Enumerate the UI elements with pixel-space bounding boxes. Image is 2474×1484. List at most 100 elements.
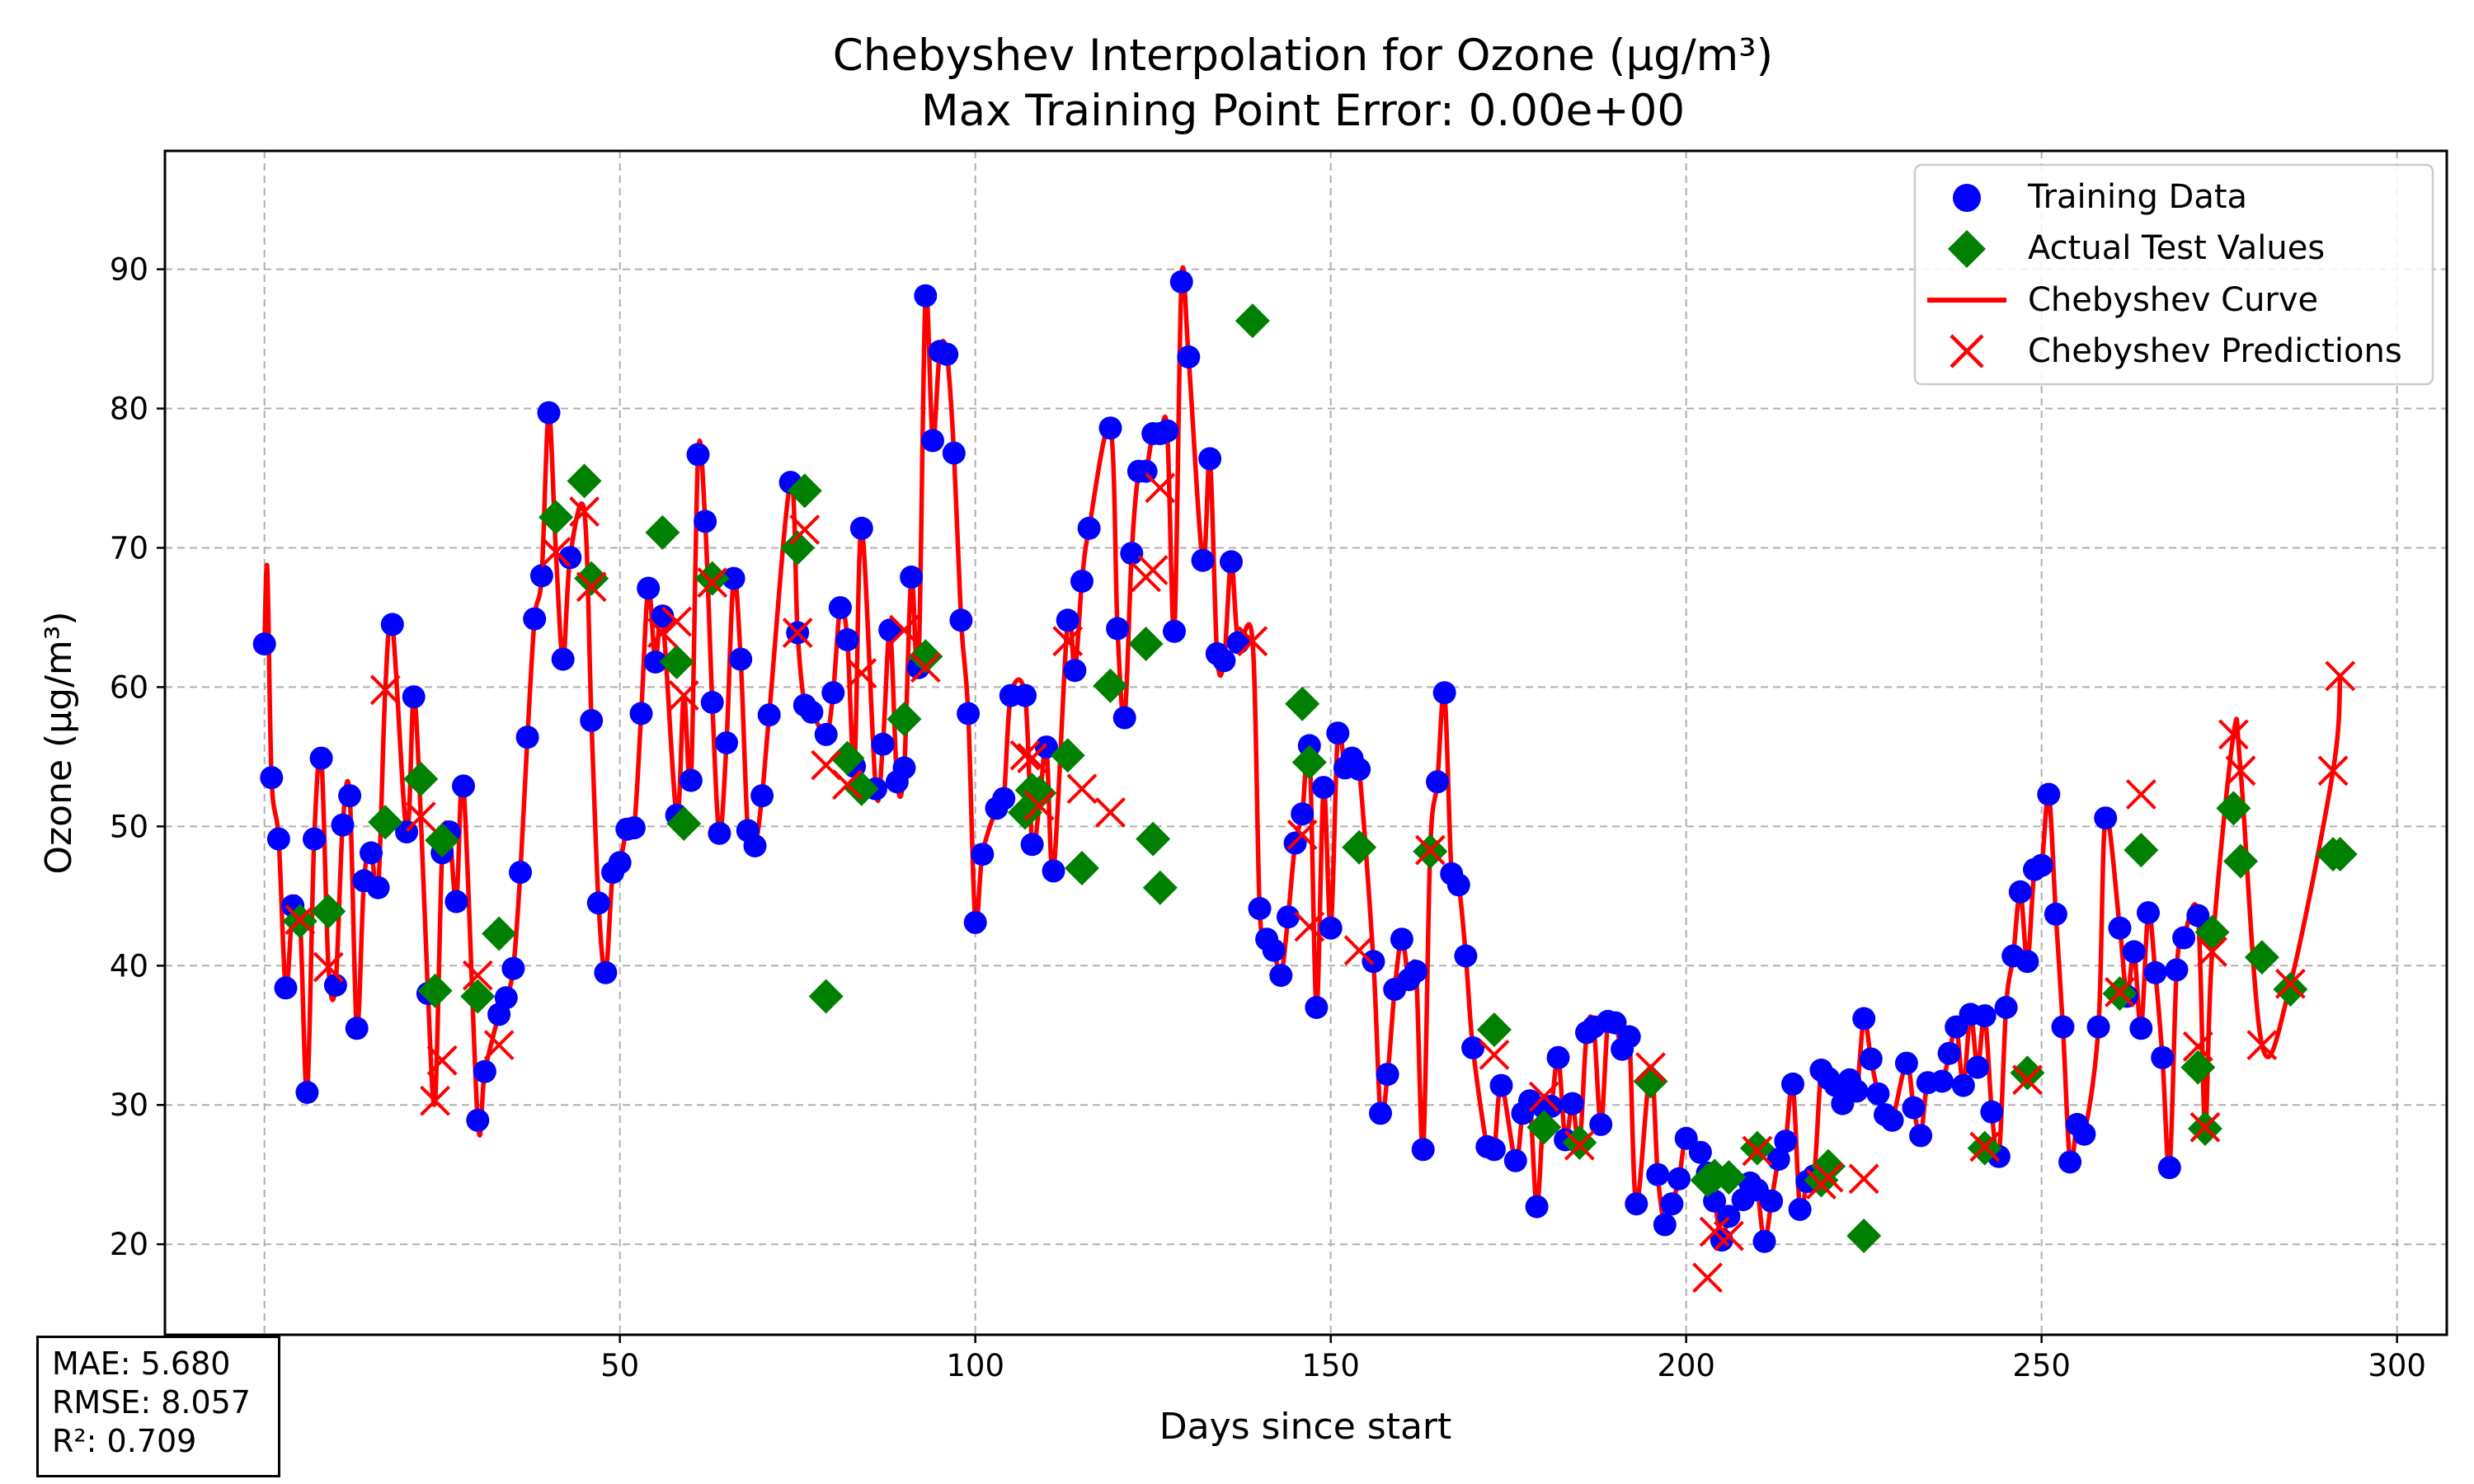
prediction-point	[1635, 1052, 1666, 1083]
prediction-point	[2105, 976, 2135, 1007]
legend: Training Data Actual Test Values Chebysh…	[1913, 163, 2434, 386]
training-point	[529, 564, 553, 588]
training-point	[871, 732, 895, 756]
training-point	[551, 647, 575, 671]
prediction-point	[2189, 1111, 2221, 1143]
training-point	[1937, 1041, 1961, 1065]
prediction-point	[1237, 626, 1268, 657]
prediction-point	[1286, 819, 1318, 850]
training-point	[715, 731, 738, 754]
prediction-point	[697, 567, 728, 599]
training-point	[1070, 570, 1094, 593]
training-point	[2186, 904, 2210, 928]
prediction-point	[540, 537, 571, 567]
training-point	[643, 650, 667, 674]
training-point	[1894, 1051, 1918, 1075]
training-point	[892, 756, 916, 780]
training-point	[1674, 1126, 1698, 1150]
training-point	[1646, 1162, 1670, 1186]
legend-curve-label: Chebyshev Curve	[2028, 281, 2318, 319]
test-point	[2223, 843, 2259, 879]
x-tick-label: 300	[2368, 1348, 2426, 1383]
test-point	[808, 979, 844, 1014]
test-point	[787, 473, 822, 509]
training-point	[992, 787, 1016, 810]
test-point	[403, 761, 439, 796]
prediction-point	[1692, 1262, 1723, 1294]
test-point	[1291, 744, 1327, 780]
x-tick-label: 50	[600, 1348, 639, 1383]
training-point	[2172, 926, 2196, 950]
test-point	[666, 805, 702, 841]
training-point	[935, 342, 959, 366]
training-point	[921, 429, 944, 453]
training-point	[558, 546, 582, 570]
test-point	[1064, 851, 1099, 886]
training-point	[2108, 916, 2132, 940]
training-point	[1269, 964, 1293, 988]
prediction-point	[2125, 779, 2157, 810]
training-point	[2151, 1045, 2175, 1069]
legend-test-marker	[1948, 230, 1986, 268]
training-point	[835, 628, 859, 651]
prediction-point	[2317, 755, 2349, 787]
prediction-point	[2225, 755, 2256, 787]
prediction-point	[1969, 1131, 2001, 1162]
training-point	[1177, 345, 1201, 369]
test-point	[1050, 738, 1085, 773]
prediction-point	[483, 1030, 515, 1061]
prediction-point	[1052, 626, 1084, 657]
test-point	[2010, 1055, 2045, 1091]
training-point	[1312, 776, 1335, 800]
training-point	[729, 647, 753, 671]
test-point	[2216, 791, 2251, 826]
legend-training-label: Training Data	[2027, 178, 2247, 216]
training-point	[586, 891, 610, 915]
training-point	[1169, 270, 1193, 294]
legend-training-marker	[1953, 184, 1981, 212]
test-point	[659, 645, 694, 680]
training-point	[331, 813, 355, 837]
prediction-point	[1528, 1081, 1559, 1112]
test-point	[368, 805, 403, 840]
x-axis-label: Days since start	[1159, 1406, 1452, 1448]
training-point	[750, 784, 774, 808]
training-point	[1617, 1025, 1641, 1049]
training-point	[686, 443, 710, 467]
training-point	[452, 774, 475, 798]
test-point	[1235, 303, 1270, 339]
training-point	[1560, 1092, 1584, 1115]
prediction-point	[2012, 1064, 2043, 1096]
prediction-point	[1294, 911, 1325, 942]
training-point	[1688, 1140, 1712, 1164]
test-point	[2322, 837, 2358, 872]
training-point	[2008, 880, 2032, 904]
training-point	[509, 861, 532, 885]
test-point	[1136, 821, 1171, 857]
training-point	[1859, 1047, 1883, 1071]
training-point	[1134, 459, 1158, 483]
test-point	[887, 702, 922, 737]
training-point	[1660, 1192, 1684, 1216]
metrics-box: MAE: 5.680 RMSE: 8.057 R²: 0.709	[36, 1336, 280, 1477]
test-point	[1285, 686, 1320, 721]
training-point	[1781, 1072, 1804, 1096]
y-axis-label: Ozone (µg/m³)	[38, 611, 80, 874]
test-point	[645, 514, 680, 550]
test-point	[1739, 1130, 1775, 1166]
training-point	[679, 768, 703, 792]
test-point	[1633, 1064, 1668, 1099]
prediction-point	[1023, 790, 1055, 821]
test-point	[1526, 1110, 1562, 1145]
legend-frame	[1913, 163, 2434, 386]
x-tick-label: 200	[1657, 1348, 1715, 1383]
training-point	[1625, 1192, 1649, 1216]
training-point	[1098, 416, 1122, 440]
training-point	[537, 401, 561, 425]
training-point	[1994, 996, 2018, 1019]
test-point	[1093, 668, 1128, 703]
training-point	[2137, 901, 2160, 925]
training-point	[2122, 940, 2146, 964]
training-point	[402, 685, 426, 709]
